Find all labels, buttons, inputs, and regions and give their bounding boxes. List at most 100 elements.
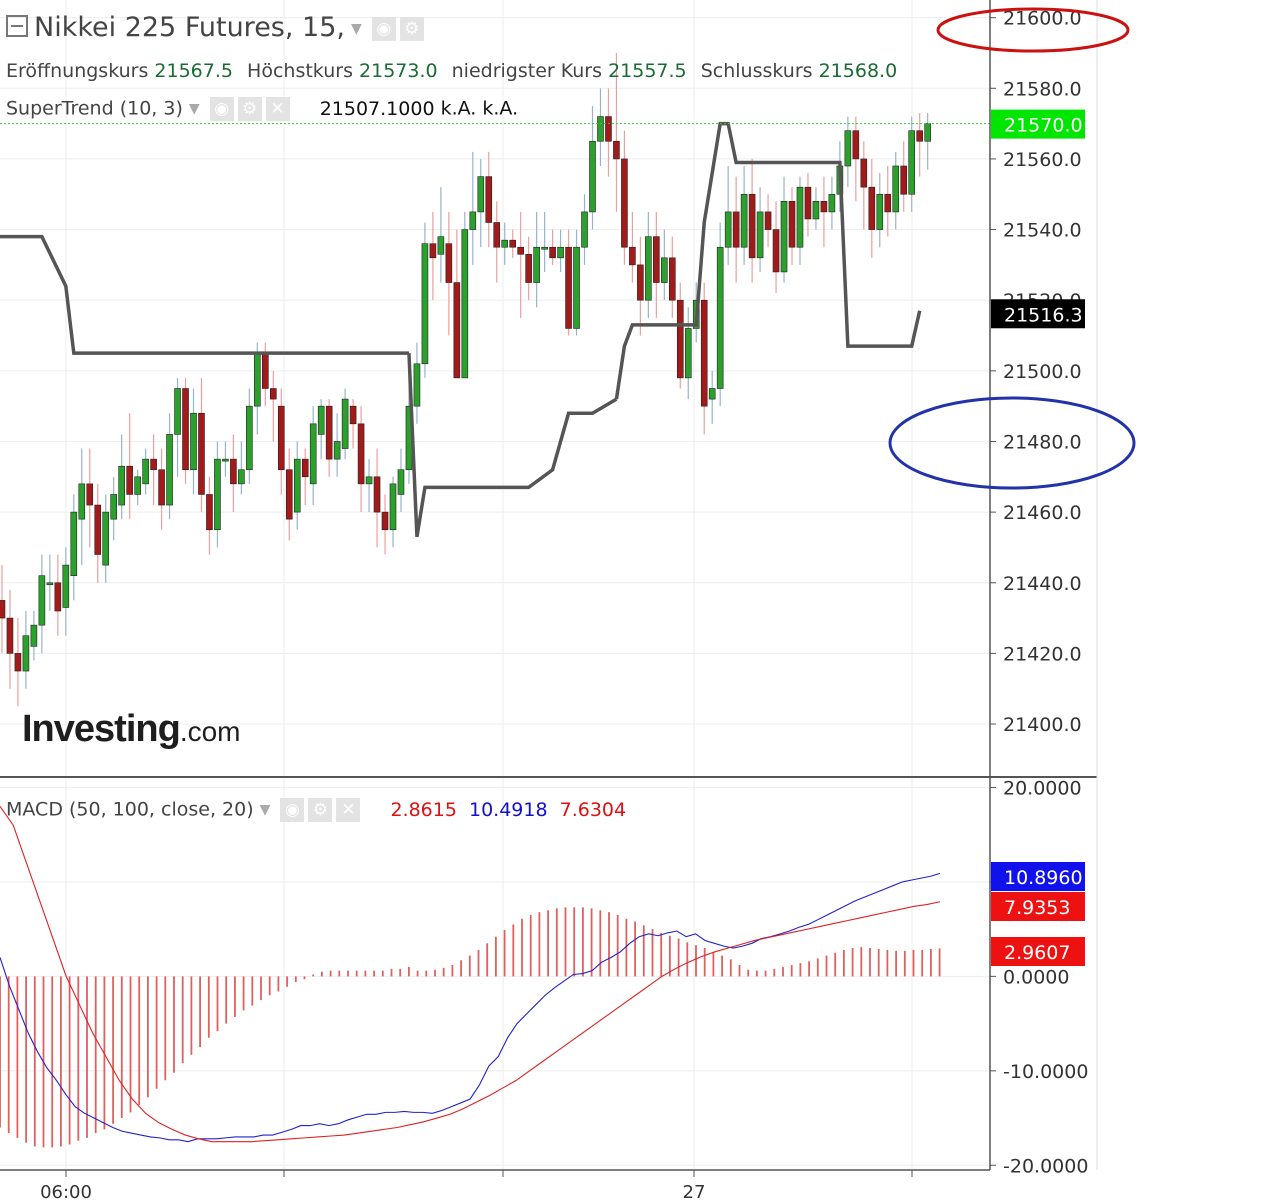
low-value: 21557.5 bbox=[608, 60, 687, 82]
candle-body bbox=[365, 476, 373, 485]
candle-body bbox=[844, 130, 852, 167]
candle-body bbox=[262, 352, 269, 389]
blue-annotation-ellipse bbox=[888, 396, 1136, 490]
close-value: 21568.0 bbox=[818, 60, 898, 82]
candle-body bbox=[429, 243, 437, 259]
eye-icon[interactable]: ◉ bbox=[280, 798, 305, 822]
candle-body bbox=[605, 116, 612, 142]
candle-body bbox=[716, 246, 724, 389]
candle-body bbox=[46, 582, 54, 586]
candle-body bbox=[182, 388, 189, 471]
candle-body bbox=[820, 201, 828, 213]
candle-body bbox=[461, 229, 469, 379]
candle-body bbox=[740, 193, 748, 248]
chevron-down-icon[interactable]: ▼ bbox=[259, 802, 271, 818]
candle-body bbox=[756, 211, 764, 259]
candle-body bbox=[661, 257, 668, 283]
candle-body bbox=[565, 246, 572, 329]
gear-icon[interactable]: ⚙ bbox=[308, 798, 333, 822]
candle-body bbox=[493, 222, 501, 248]
candle-body bbox=[421, 243, 429, 365]
price-tick-label: 21600.0 bbox=[1003, 8, 1082, 30]
chevron-down-icon[interactable]: ▼ bbox=[350, 20, 362, 37]
price-tick-label: 21420.0 bbox=[1003, 643, 1082, 665]
candle-body bbox=[700, 299, 708, 407]
candle-body bbox=[629, 246, 636, 266]
investing-logo: Investing.com bbox=[22, 708, 241, 750]
candle-body bbox=[812, 201, 820, 220]
supertrend-na-2: k.A. bbox=[482, 97, 519, 120]
collapse-icon[interactable] bbox=[6, 14, 28, 37]
candle-body bbox=[884, 193, 892, 213]
candle-body bbox=[684, 328, 692, 379]
high-value: 21573.0 bbox=[359, 60, 438, 82]
chevron-down-icon[interactable]: ▼ bbox=[188, 101, 200, 117]
candle-body bbox=[477, 176, 485, 213]
gear-icon[interactable]: ⚙ bbox=[237, 97, 262, 121]
gear-icon[interactable]: ⚙ bbox=[399, 16, 424, 41]
candle-body bbox=[589, 140, 596, 213]
price-tick-label: 21500.0 bbox=[1003, 361, 1082, 383]
candle-body bbox=[78, 483, 86, 520]
candle-body bbox=[357, 423, 365, 485]
candle-body bbox=[373, 476, 381, 513]
candle-body bbox=[230, 458, 237, 485]
candle-body bbox=[748, 193, 756, 259]
candle-body bbox=[621, 158, 628, 248]
candle-body bbox=[876, 193, 884, 230]
high-label: Höchstkurs bbox=[247, 60, 353, 82]
eye-icon[interactable]: ◉ bbox=[209, 97, 234, 121]
candle-body bbox=[389, 483, 397, 531]
candle-body bbox=[118, 465, 125, 506]
price-tick-label: 21480.0 bbox=[1003, 431, 1082, 453]
candle-body bbox=[174, 388, 181, 435]
supertrend-line bbox=[0, 234, 409, 355]
last-price-badge-bg bbox=[991, 109, 1085, 139]
candle-body bbox=[285, 469, 293, 520]
candle-body bbox=[852, 130, 860, 160]
candle-body bbox=[293, 458, 301, 513]
candle-body bbox=[413, 363, 421, 407]
supertrend-line bbox=[614, 121, 922, 400]
candle-body bbox=[341, 398, 349, 449]
candle-body bbox=[198, 412, 205, 495]
close-label: Schlusskurs bbox=[700, 60, 813, 82]
candle-body bbox=[772, 229, 780, 273]
candle-body bbox=[573, 246, 580, 329]
ohlc-row: Eröffnungskurs 21567.5 Höchstkurs 21573.… bbox=[6, 60, 905, 82]
candle-body bbox=[381, 511, 389, 531]
candle-body bbox=[62, 564, 70, 608]
macd-tick-label: 20.0000 bbox=[1003, 777, 1082, 799]
candle-body bbox=[469, 211, 477, 230]
price-tick-label: 21560.0 bbox=[1003, 149, 1082, 171]
close-icon[interactable]: ✕ bbox=[336, 798, 361, 822]
candle-body bbox=[900, 165, 908, 195]
candle-body bbox=[525, 253, 532, 283]
candle-body bbox=[796, 186, 804, 248]
candle-body bbox=[301, 458, 309, 478]
red-annotation-ellipse bbox=[936, 7, 1130, 53]
candle-body bbox=[828, 193, 836, 213]
candle-body bbox=[916, 130, 923, 142]
supertrend-line bbox=[407, 353, 618, 538]
candle-body bbox=[597, 116, 604, 142]
eye-icon[interactable]: ◉ bbox=[371, 16, 396, 41]
supertrend-label: SuperTrend (10, 3) bbox=[6, 97, 183, 120]
candle-body bbox=[134, 476, 141, 495]
supertrend-badge: 21516.3 bbox=[1004, 304, 1083, 326]
supertrend-value: 21507.1000 bbox=[319, 97, 435, 120]
macd-tick-label: -10.0000 bbox=[1003, 1061, 1088, 1083]
candle-body bbox=[541, 246, 548, 250]
candle-body bbox=[860, 158, 868, 188]
close-icon[interactable]: ✕ bbox=[265, 97, 290, 121]
candle-body bbox=[437, 236, 445, 255]
candle-body bbox=[317, 405, 325, 435]
macd-badge-bg bbox=[991, 937, 1085, 966]
candle-body bbox=[708, 388, 716, 400]
candle-body bbox=[453, 282, 461, 379]
candle-body bbox=[533, 246, 540, 283]
candle-body bbox=[86, 483, 94, 506]
axes: 21600.021580.021560.021540.021520.021500… bbox=[0, 0, 1098, 1202]
macd-legend: MACD (50, 100, close, 20) ▼ ◉ ⚙ ✕ 2.8615 10.… bbox=[6, 798, 626, 822]
